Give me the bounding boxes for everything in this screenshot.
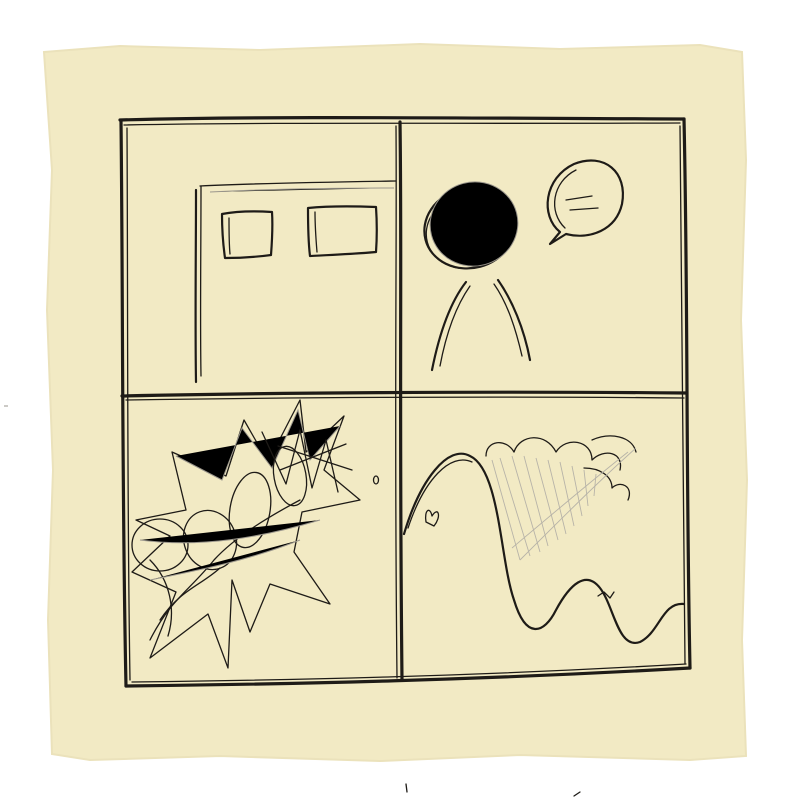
wavy-landscape-icon <box>402 435 686 645</box>
panel-explosion <box>131 399 380 669</box>
explosion-burst-icon <box>131 399 380 669</box>
stray-mark <box>405 783 408 793</box>
stray-mark <box>573 791 581 797</box>
panel-landscape <box>402 435 686 645</box>
comic-frame <box>118 116 692 688</box>
person-with-speech-bubble-icon <box>423 159 625 372</box>
panel-building <box>194 180 397 384</box>
panel-figure <box>423 159 625 372</box>
building-with-windows-icon <box>194 180 397 384</box>
